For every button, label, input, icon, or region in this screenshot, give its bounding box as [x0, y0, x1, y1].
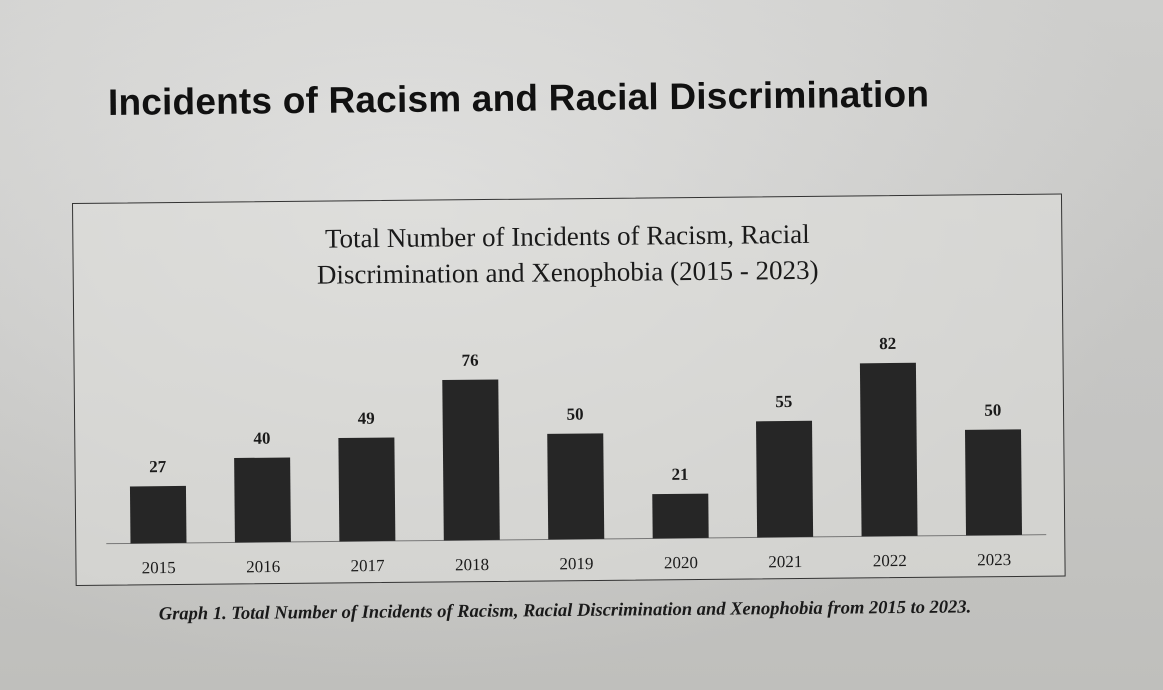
- x-tick-label: 2018: [455, 555, 489, 574]
- data-label: 82: [879, 334, 896, 353]
- x-tick-label: 2023: [977, 550, 1011, 569]
- bar-2015: [129, 485, 187, 544]
- data-label: 50: [566, 405, 583, 424]
- data-label: 21: [671, 465, 688, 484]
- bar-chart: Total Number of Incidents of Racism, Rac…: [106, 219, 1047, 577]
- bar-2017: [338, 437, 396, 542]
- x-tick-label: 2017: [351, 556, 386, 575]
- chart-title-line: Discrimination and Xenophobia (2015 - 20…: [317, 255, 819, 290]
- x-tick-label: 2019: [559, 554, 593, 573]
- data-label: 50: [984, 401, 1001, 420]
- x-tick-label: 2016: [246, 557, 280, 576]
- page-heading: Incidents of Racism and Racial Discrimin…: [107, 73, 930, 123]
- bar-2018: [442, 379, 500, 541]
- bar-2021: [756, 420, 814, 538]
- bar-2023: [964, 429, 1023, 536]
- bar-2019: [547, 433, 605, 540]
- x-tick-label: 2015: [142, 558, 176, 577]
- newspaper-watermark-logo: [860, 598, 1150, 678]
- data-label: 76: [461, 351, 478, 370]
- data-label: 55: [775, 392, 792, 411]
- x-tick-label: 2020: [664, 553, 698, 572]
- chart-frame: Total Number of Incidents of Racism, Rac…: [72, 193, 1066, 586]
- chart-title-line: Total Number of Incidents of Racism, Rac…: [325, 219, 810, 254]
- bar-2020: [652, 493, 709, 539]
- data-label: 49: [358, 409, 375, 428]
- x-tick-label: 2022: [873, 551, 907, 570]
- x-tick-label: 2021: [768, 552, 802, 571]
- data-label: 40: [253, 429, 270, 448]
- bar-2022: [859, 362, 918, 537]
- data-label: 27: [149, 457, 167, 476]
- bar-2016: [234, 457, 291, 543]
